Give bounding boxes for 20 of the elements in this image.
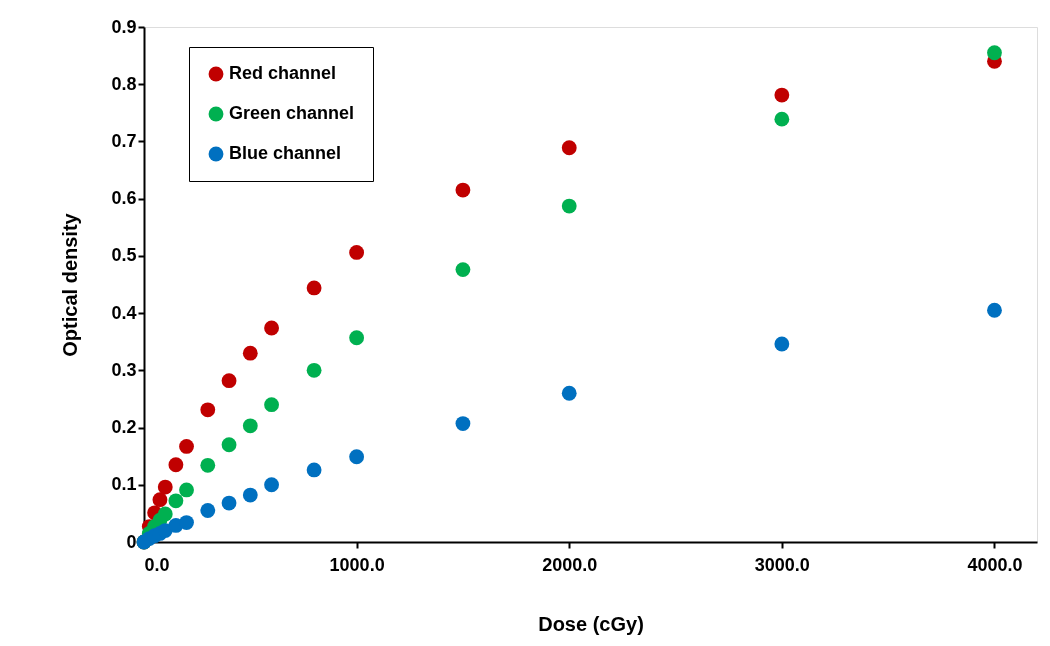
- y-tick-label: 0.9: [111, 16, 137, 37]
- y-axis-title: Optical density: [59, 212, 82, 357]
- x-tick-label: 0.0: [144, 554, 170, 575]
- x-tick-label: 3000.0: [754, 554, 810, 575]
- legend-label: Red channel: [229, 63, 337, 83]
- x-tick-label: 4000.0: [967, 554, 1023, 575]
- x-tick-label: 2000.0: [542, 554, 598, 575]
- y-tick-label: 0.8: [111, 73, 137, 94]
- y-tick-label: 0.4: [111, 302, 137, 323]
- y-tick-label: 0.3: [111, 359, 137, 380]
- y-tick-label: 0.7: [111, 130, 137, 151]
- x-tick-label: 1000.0: [329, 554, 385, 575]
- legend-label: Green channel: [229, 103, 355, 123]
- y-tick-label: 0.6: [111, 188, 137, 209]
- legend-label: Blue channel: [229, 143, 342, 163]
- y-tick-label: 0.2: [111, 417, 137, 438]
- y-tick-label: 0.1: [111, 474, 137, 495]
- y-tick-label: 0.5: [111, 245, 137, 266]
- y-tick-label: 0: [126, 531, 137, 552]
- x-axis-title: Dose (cGy): [538, 612, 644, 635]
